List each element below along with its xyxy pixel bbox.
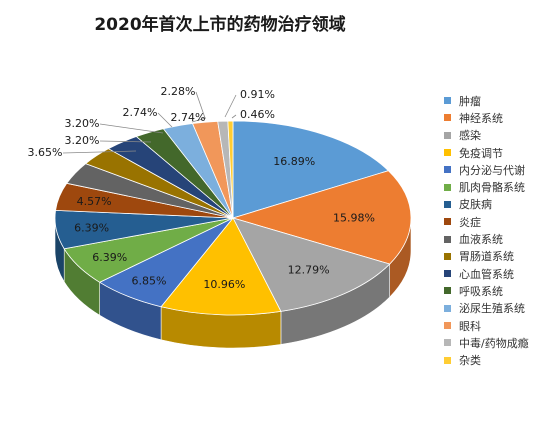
legend-item: 心血管系统 bbox=[444, 265, 556, 282]
legend-swatch bbox=[444, 304, 451, 312]
legend-swatch bbox=[444, 252, 451, 260]
data-label-12: 2.74% bbox=[171, 111, 206, 124]
data-label-14: 0.91% bbox=[240, 88, 275, 101]
legend-item: 血液系统 bbox=[444, 230, 556, 247]
legend-item: 呼吸系统 bbox=[444, 282, 556, 299]
data-label-15: 0.46% bbox=[240, 108, 275, 121]
data-label-8: 3.65% bbox=[28, 146, 63, 159]
legend-label: 皮肤病 bbox=[459, 198, 492, 212]
data-label-2: 12.79% bbox=[288, 264, 330, 277]
pie-slice-3 bbox=[160, 217, 282, 316]
legend-swatch bbox=[444, 114, 451, 122]
leader-line-15 bbox=[231, 114, 237, 119]
data-label-4: 6.85% bbox=[131, 275, 166, 288]
data-labels: 16.89% 15.98% 12.79% 10.96% 6.85% 6.39% 6.39% 4… bbox=[28, 85, 375, 291]
legend-label: 眼科 bbox=[459, 319, 481, 333]
legend-swatch bbox=[444, 322, 451, 329]
legend-label: 炎症 bbox=[459, 215, 481, 229]
data-label-3: 10.96% bbox=[203, 278, 245, 291]
legend-swatch bbox=[444, 183, 451, 191]
pie-slice-2 bbox=[232, 217, 391, 312]
legend-label: 泌尿生殖系统 bbox=[459, 302, 525, 316]
legend-label: 肌肉骨骼系统 bbox=[459, 181, 525, 195]
legend-swatch bbox=[444, 97, 451, 105]
leader-line-14 bbox=[224, 94, 237, 118]
legend-swatch bbox=[444, 270, 451, 278]
legend-item: 皮肤病 bbox=[444, 196, 556, 213]
data-label-1: 15.98% bbox=[333, 212, 375, 225]
pie-slices bbox=[54, 120, 412, 316]
legend-swatch bbox=[444, 235, 451, 243]
data-label-11: 2.74% bbox=[123, 106, 158, 119]
legend-swatch bbox=[444, 200, 451, 208]
legend-label: 胃肠道系统 bbox=[459, 250, 514, 264]
legend-label: 中毒/药物成瘾 bbox=[459, 336, 529, 350]
pie-sides bbox=[54, 217, 412, 349]
leader-line-11 bbox=[157, 112, 173, 128]
legend-swatch bbox=[444, 339, 451, 347]
legend-item: 眼科 bbox=[444, 317, 556, 334]
legend-label: 肿瘤 bbox=[459, 94, 481, 108]
legend-swatch bbox=[444, 218, 451, 226]
legend-item: 肿瘤 bbox=[444, 92, 556, 109]
data-label-6: 6.39% bbox=[74, 221, 109, 234]
leader-line-8 bbox=[62, 150, 137, 154]
legend-label: 杂类 bbox=[459, 354, 481, 368]
pie-slice-0 bbox=[232, 120, 390, 219]
legend-label: 心血管系统 bbox=[459, 267, 514, 281]
data-label-13: 2.28% bbox=[161, 85, 196, 98]
legend-swatch bbox=[444, 166, 451, 174]
leader-line-9 bbox=[99, 140, 152, 143]
legend-item: 泌尿生殖系统 bbox=[444, 300, 556, 317]
legend: 肿瘤神经系统感染免疫调节内分泌与代谢 肌肉骨骼系统 皮肤病炎症血液系统胃肠道系统心血… bbox=[444, 92, 556, 369]
legend-swatch bbox=[444, 149, 451, 157]
pie-slice-15 bbox=[227, 120, 234, 219]
legend-swatch bbox=[444, 131, 451, 139]
chart-title: 2020年首次上市的药物治疗领域 bbox=[94, 15, 346, 35]
legend-item: 杂类 bbox=[444, 351, 556, 368]
legend-swatch bbox=[444, 356, 451, 364]
legend-label: 免疫调节 bbox=[459, 146, 503, 160]
data-label-5: 6.39% bbox=[92, 251, 127, 264]
leader-line-12 bbox=[191, 117, 207, 123]
leader-line-13 bbox=[195, 91, 206, 119]
legend-label: 呼吸系统 bbox=[459, 284, 503, 298]
legend-item: 神经系统 bbox=[444, 109, 556, 126]
leader-line-10 bbox=[99, 123, 164, 134]
data-label-7: 4.57% bbox=[77, 195, 112, 208]
legend-item: 中毒/药物成瘾 bbox=[444, 334, 556, 351]
legend-item: 胃肠道系统 bbox=[444, 248, 556, 265]
legend-label: 感染 bbox=[459, 129, 481, 143]
legend-item: 免疫调节 bbox=[444, 144, 556, 161]
legend-label: 神经系统 bbox=[459, 111, 503, 125]
legend-swatch bbox=[444, 287, 451, 295]
legend-item: 炎症 bbox=[444, 213, 556, 230]
legend-label: 内分泌与代谢 bbox=[459, 163, 525, 177]
pie-slice-1 bbox=[231, 170, 412, 265]
legend-label: 血液系统 bbox=[459, 233, 503, 247]
legend-item: 肌肉骨骼系统 bbox=[444, 178, 556, 195]
data-label-10: 3.20% bbox=[65, 117, 100, 130]
legend-item: 内分泌与代谢 bbox=[444, 161, 556, 178]
data-label-9: 3.20% bbox=[65, 134, 100, 147]
data-label-0: 16.89% bbox=[273, 155, 315, 168]
legend-item: 感染 bbox=[444, 127, 556, 144]
